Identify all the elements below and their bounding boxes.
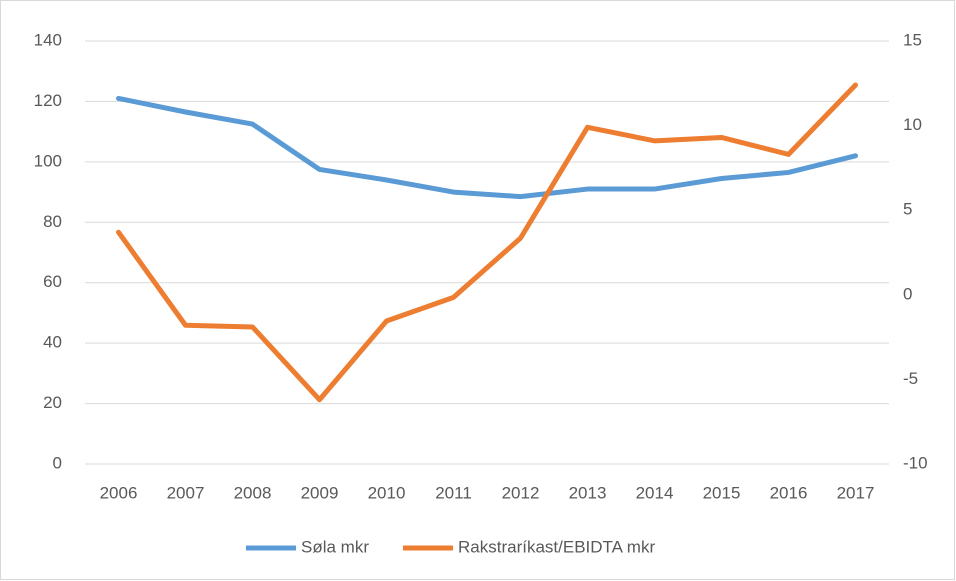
y-tick-label: 20 — [43, 393, 62, 412]
y2-tick-label: 0 — [903, 284, 912, 303]
y-tick-label: 100 — [34, 151, 62, 170]
y-tick-label: 0 — [53, 453, 62, 472]
x-tick-label: 2014 — [636, 483, 674, 502]
x-tick-label: 2016 — [770, 483, 808, 502]
y-tick-label: 40 — [43, 333, 62, 352]
y-tick-label: 60 — [43, 272, 62, 291]
series-line — [116, 82, 858, 403]
y-tick-label: 120 — [34, 91, 62, 110]
x-tick-label: 2017 — [837, 483, 875, 502]
x-tick-label: 2008 — [234, 483, 272, 502]
y-tick-label: 140 — [34, 30, 62, 49]
x-tick-label: 2013 — [569, 483, 607, 502]
y2-tick-label: 10 — [903, 115, 922, 134]
y2-tick-label: 15 — [903, 30, 922, 49]
series-line — [116, 95, 858, 200]
y2-tick-label: -5 — [903, 369, 918, 388]
x-tick-label: 2011 — [435, 483, 472, 502]
x-tick-label: 2007 — [167, 483, 205, 502]
x-tick-label: 2009 — [301, 483, 339, 502]
y-tick-label: 80 — [43, 212, 62, 231]
x-tick-label: 2012 — [502, 483, 540, 502]
legend-label: Rakstraríkast/EBIDTA mkr — [458, 537, 655, 556]
legend-label: Søla mkr — [301, 537, 369, 556]
y2-tick-label: 5 — [903, 200, 912, 219]
x-tick-label: 2006 — [100, 483, 138, 502]
y2-tick-label: -10 — [903, 453, 928, 472]
x-tick-label: 2015 — [703, 483, 741, 502]
x-tick-label: 2010 — [368, 483, 406, 502]
